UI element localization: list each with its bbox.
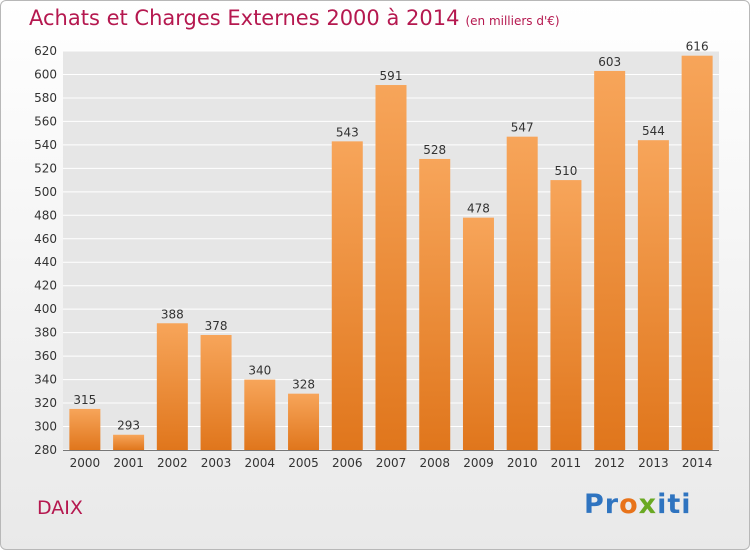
bar [462, 217, 494, 450]
x-tick-label: 2012 [594, 456, 625, 470]
y-tick-label: 620 [34, 44, 57, 58]
x-tick-label: 2008 [419, 456, 450, 470]
bar-value-label: 544 [642, 124, 665, 138]
y-tick-label: 560 [34, 114, 57, 128]
y-axis-labels: 280 300 320 340 360 380 400 420 440 460 480 500 520 5… [34, 44, 57, 457]
bar [506, 136, 538, 450]
y-tick-label: 380 [34, 326, 57, 340]
bar [200, 334, 232, 450]
y-tick-label: 480 [34, 208, 57, 222]
bar-value-label: 293 [117, 419, 140, 433]
bar [244, 379, 276, 450]
bar [637, 140, 669, 450]
bar-value-label: 528 [423, 143, 446, 157]
bar-value-label: 340 [248, 364, 271, 378]
bar-value-label: 478 [467, 202, 490, 216]
x-tick-label: 2006 [332, 456, 363, 470]
y-tick-label: 440 [34, 255, 57, 269]
y-tick-label: 280 [34, 443, 57, 457]
bar-value-labels: 315 293 388 378 340 328 543 591 528 478 547 510 603 5… [73, 40, 708, 433]
bar [681, 55, 713, 450]
x-tick-label: 2014 [682, 456, 713, 470]
x-tick-label: 2000 [70, 456, 101, 470]
bar [419, 158, 451, 450]
y-tick-label: 320 [34, 396, 57, 410]
bar-value-label: 547 [511, 121, 534, 135]
x-tick-label: 2007 [376, 456, 407, 470]
city-name: DAIX [37, 497, 83, 519]
x-tick-label: 2011 [551, 456, 582, 470]
bar [156, 323, 188, 450]
bar [375, 85, 407, 451]
logo-part-1: Pr [584, 489, 620, 520]
title-text: Achats et Charges Externes 2000 à 2014 [29, 6, 460, 30]
bar-value-label: 378 [205, 319, 228, 333]
x-tick-label: 2009 [463, 456, 494, 470]
y-tick-label: 360 [34, 349, 57, 363]
y-tick-label: 500 [34, 185, 57, 199]
logo-part-2: o [619, 489, 639, 520]
y-tick-label: 340 [34, 373, 57, 387]
bar [550, 180, 582, 450]
x-tick-label: 2005 [288, 456, 319, 470]
bar-value-label: 510 [554, 164, 577, 178]
y-tick-label: 520 [34, 161, 57, 175]
x-tick-label: 2010 [507, 456, 538, 470]
y-tick-label: 460 [34, 232, 57, 246]
y-tick-label: 300 [34, 420, 57, 434]
y-tick-label: 420 [34, 279, 57, 293]
bar-value-label: 603 [598, 55, 621, 69]
bar [594, 70, 626, 450]
y-tick-label: 580 [34, 91, 57, 105]
bar-value-label: 591 [380, 69, 403, 83]
x-tick-label: 2002 [157, 456, 188, 470]
x-tick-label: 2013 [638, 456, 669, 470]
logo-part-4: iti [657, 489, 692, 520]
bar [69, 408, 101, 450]
logo-part-3: x [638, 489, 658, 520]
y-tick-label: 600 [34, 67, 57, 81]
bar [113, 434, 145, 450]
x-tick-label: 2004 [245, 456, 276, 470]
y-tick-label: 400 [34, 302, 57, 316]
chart-subtitle: (en milliers d'€) [465, 14, 560, 28]
x-axis-labels: 2000 2001 2002 2003 2004 2005 2006 2007 2008 2009… [70, 456, 713, 470]
bar [331, 141, 363, 451]
proxiti-logo: Proxiti [584, 489, 692, 520]
x-tick-label: 2003 [201, 456, 232, 470]
bar [288, 393, 320, 450]
bar-value-label: 388 [161, 307, 184, 321]
bar-value-label: 315 [73, 393, 96, 407]
y-tick-label: 540 [34, 138, 57, 152]
bar-value-label: 543 [336, 125, 359, 139]
x-tick-label: 2001 [113, 456, 144, 470]
bar-value-label: 616 [686, 40, 709, 54]
bar-value-label: 328 [292, 378, 315, 392]
chart-title: Achats et Charges Externes 2000 à 2014 (e… [29, 6, 560, 30]
bars [69, 55, 713, 451]
